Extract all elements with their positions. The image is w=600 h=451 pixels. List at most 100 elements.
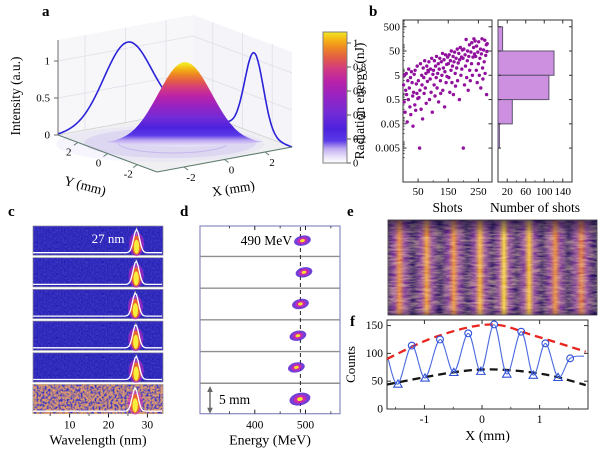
scatter-point — [401, 83, 406, 87]
z-axis-title: Intensity (a.u.) — [8, 56, 23, 135]
scatter-point — [406, 79, 410, 83]
scatter-point — [446, 62, 450, 66]
scatter-point — [420, 83, 424, 87]
scatter-point — [411, 90, 416, 95]
tick-label: 100 — [366, 348, 384, 360]
scatter-point — [469, 50, 473, 54]
scatter-point — [403, 110, 407, 114]
scatter-point — [421, 66, 425, 70]
tick-label: 0.2 — [353, 135, 366, 146]
max-marker — [541, 339, 550, 348]
tick-label: 20 — [103, 420, 115, 432]
tick-label: 0.8 — [353, 63, 366, 74]
scatter-point — [434, 54, 439, 59]
scatter-point — [482, 60, 486, 64]
lineout-curve — [33, 324, 162, 349]
axes-box — [386, 319, 589, 410]
scatter-point — [461, 56, 465, 60]
tick-label: 10 — [64, 420, 76, 432]
x-axis-title: Shots — [432, 200, 462, 215]
tick-label: 400 — [246, 420, 263, 432]
scatter-point — [404, 88, 408, 93]
max-marker — [517, 327, 526, 336]
scatter-point — [441, 66, 446, 70]
scatter-point — [464, 37, 468, 42]
tick-label: 0.005 — [375, 143, 400, 155]
electron-beam-blob — [294, 235, 311, 246]
min-marker — [501, 368, 512, 378]
scatter-point — [452, 60, 456, 64]
scatter-point — [452, 50, 457, 54]
scatter-point — [407, 67, 411, 71]
panel-c-spectra-strips: 27 nm 10 20 30 Wavelength (nm) — [32, 225, 164, 449]
lineout-curve — [33, 355, 162, 381]
scatter-point — [424, 71, 428, 76]
scatter-point — [466, 88, 470, 93]
lineout-curve — [33, 260, 162, 286]
scatter-point — [439, 60, 443, 64]
scatter-point — [450, 80, 454, 85]
scatter-point — [457, 97, 462, 102]
scatter-point — [443, 70, 447, 74]
scatter-point — [453, 71, 457, 76]
scatter-point — [458, 58, 462, 62]
tick-label: 500 — [384, 21, 401, 33]
tick-label: 5 — [395, 70, 401, 82]
scatter-point — [476, 50, 480, 54]
max-marker — [566, 354, 575, 363]
lineout-curve — [33, 386, 162, 412]
scatter-point — [412, 72, 416, 76]
scatter-point — [471, 55, 475, 59]
annotation-490mev: 490 MeV — [241, 233, 293, 248]
scatter-point — [485, 49, 489, 54]
tick-label: 0.05 — [381, 118, 401, 130]
scatter-point — [434, 75, 438, 80]
tick-label: 140 — [555, 186, 572, 198]
scatter-point — [470, 41, 474, 45]
scatter-point — [432, 59, 437, 63]
panel-b-histogram: 20 60 100 140 Number of shots — [490, 19, 580, 215]
scatter-point — [423, 86, 427, 90]
tick-label: 2 — [66, 146, 72, 158]
scatter-point — [438, 56, 442, 60]
max-marker — [490, 320, 499, 329]
scatter-point — [439, 91, 443, 96]
spectrum-strip — [32, 320, 164, 352]
min-marker — [528, 369, 539, 379]
spectrum-strip: 27 nm — [32, 225, 164, 257]
electron-beam-blob — [289, 330, 307, 341]
scatter-point — [444, 80, 448, 85]
tick-label: 0.6 — [353, 87, 366, 98]
scatter-point — [431, 68, 436, 72]
scatter-point — [418, 62, 423, 66]
tick-label: 50 — [372, 376, 384, 388]
scatter-point — [417, 95, 421, 100]
scatter-point — [441, 88, 445, 93]
scatter-point — [415, 91, 419, 96]
min-marker — [392, 378, 404, 388]
scatter-point — [447, 75, 451, 80]
tick-label: 60 — [520, 186, 532, 198]
scatter-point — [473, 39, 477, 43]
tick-label: 1 — [537, 414, 543, 426]
scatter-point — [415, 64, 419, 68]
tick-label: 0.4 — [353, 111, 367, 122]
scatter-point — [409, 112, 413, 117]
scatter-point — [402, 100, 406, 104]
scatter-point — [406, 97, 411, 102]
scatter-point — [426, 70, 430, 74]
panel-label-d: d — [180, 204, 189, 220]
scatter-point — [476, 62, 481, 66]
electron-beam-blob — [292, 298, 309, 310]
scatter-point — [404, 71, 408, 76]
colorbar-gradient — [322, 31, 348, 164]
scatter-point — [424, 101, 428, 106]
scatter-point — [478, 56, 482, 60]
scatter-point — [468, 68, 472, 72]
scatter-point — [484, 53, 488, 58]
spectrum-strip — [32, 384, 164, 415]
scatter-point — [477, 40, 481, 44]
scatter-point — [484, 92, 489, 97]
lineout-curve — [33, 228, 162, 254]
surface-cone — [107, 62, 263, 147]
